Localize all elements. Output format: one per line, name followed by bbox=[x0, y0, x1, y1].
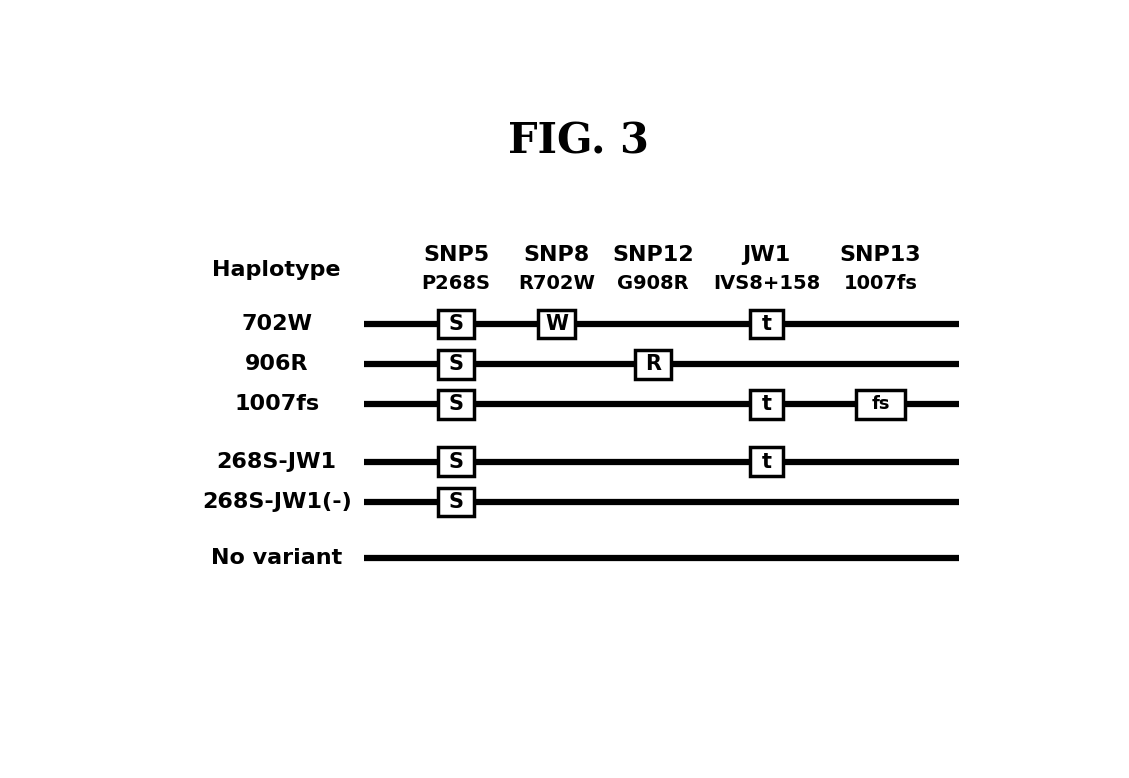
Text: IVS8+158: IVS8+158 bbox=[714, 274, 821, 293]
Text: S: S bbox=[448, 314, 464, 334]
Text: 1007fs: 1007fs bbox=[234, 394, 320, 414]
Text: S: S bbox=[448, 354, 464, 374]
Text: SNP8: SNP8 bbox=[524, 245, 589, 265]
FancyBboxPatch shape bbox=[750, 447, 784, 476]
Text: 268S-JW1: 268S-JW1 bbox=[217, 452, 336, 471]
Text: S: S bbox=[448, 394, 464, 414]
Text: JW1: JW1 bbox=[743, 245, 790, 265]
FancyBboxPatch shape bbox=[438, 447, 474, 476]
FancyBboxPatch shape bbox=[438, 390, 474, 419]
Text: R: R bbox=[645, 354, 660, 374]
Text: SNP12: SNP12 bbox=[612, 245, 694, 265]
Text: 268S-JW1(-): 268S-JW1(-) bbox=[202, 492, 351, 512]
FancyBboxPatch shape bbox=[634, 350, 672, 379]
FancyBboxPatch shape bbox=[857, 390, 904, 419]
Text: R702W: R702W bbox=[518, 274, 595, 293]
Text: G908R: G908R bbox=[618, 274, 689, 293]
FancyBboxPatch shape bbox=[750, 390, 784, 419]
Text: FIG. 3: FIG. 3 bbox=[508, 121, 649, 163]
Text: fs: fs bbox=[872, 395, 890, 413]
Text: SNP5: SNP5 bbox=[423, 245, 489, 265]
Text: 906R: 906R bbox=[245, 354, 308, 374]
Text: 702W: 702W bbox=[242, 314, 313, 334]
Text: t: t bbox=[762, 452, 772, 471]
FancyBboxPatch shape bbox=[750, 310, 784, 338]
Text: 1007fs: 1007fs bbox=[843, 274, 918, 293]
Text: S: S bbox=[448, 492, 464, 512]
Text: P268S: P268S bbox=[421, 274, 491, 293]
FancyBboxPatch shape bbox=[438, 310, 474, 338]
Text: SNP13: SNP13 bbox=[840, 245, 921, 265]
FancyBboxPatch shape bbox=[438, 350, 474, 379]
FancyBboxPatch shape bbox=[539, 310, 575, 338]
Text: t: t bbox=[762, 394, 772, 414]
Text: No variant: No variant bbox=[211, 548, 342, 568]
Text: W: W bbox=[545, 314, 568, 334]
Text: t: t bbox=[762, 314, 772, 334]
Text: S: S bbox=[448, 452, 464, 471]
FancyBboxPatch shape bbox=[438, 488, 474, 517]
Text: Haplotype: Haplotype bbox=[212, 260, 341, 280]
